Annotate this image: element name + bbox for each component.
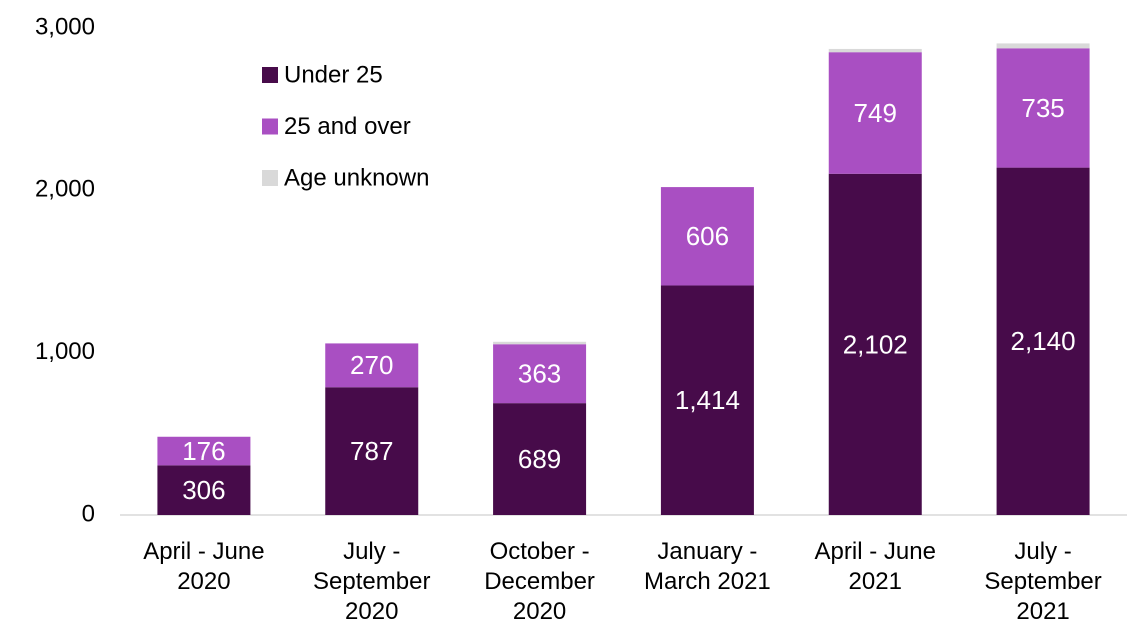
- bar-segment: [157, 436, 251, 466]
- data-label: 749: [854, 98, 897, 128]
- x-tick-label-box: October - December 2020: [484, 538, 595, 625]
- x-tick-label: October - December 2020: [484, 538, 595, 625]
- data-label: 270: [350, 350, 393, 380]
- x-tick-label: April - June 2021: [814, 538, 936, 595]
- bar-segment: [493, 403, 587, 515]
- data-label: 787: [350, 436, 393, 466]
- legend-label: 25 and over: [284, 113, 411, 140]
- x-tick-label: July - September 2021: [984, 538, 1102, 625]
- x-tick-label-box: April - June 2021: [814, 538, 936, 595]
- bar-segment: [996, 167, 1090, 515]
- data-label: 689: [518, 444, 561, 474]
- bar-segment: [828, 48, 922, 53]
- x-tick-label-box: July - September 2021: [984, 538, 1102, 625]
- data-label: 306: [182, 475, 225, 505]
- x-tick-label: April - June 2020: [143, 538, 265, 595]
- legend-label: Age unknown: [284, 164, 429, 191]
- x-tick-label-box: July - September 2020: [313, 538, 431, 625]
- data-label: 2,102: [843, 329, 908, 359]
- data-label: 176: [182, 436, 225, 466]
- x-tick-label: January - March 2021: [644, 538, 771, 595]
- x-tick-label: July - September 2020: [313, 538, 431, 625]
- data-label: 363: [518, 359, 561, 389]
- data-label: 606: [686, 221, 729, 251]
- bar-segment: [660, 285, 754, 515]
- bar-segment: [660, 187, 754, 286]
- y-tick-label: 2,000: [35, 176, 95, 203]
- bar-segment: [493, 341, 587, 345]
- bar-segment: [157, 465, 251, 515]
- data-label: 735: [1021, 93, 1064, 123]
- y-tick-label: 3,000: [35, 13, 95, 40]
- legend-swatch: [262, 118, 278, 135]
- bar-segment: [325, 343, 419, 388]
- bar-segment: [828, 52, 922, 174]
- data-label: 2,140: [1011, 326, 1076, 356]
- legend-swatch: [262, 170, 278, 186]
- legend-label: Under 25: [284, 61, 383, 88]
- y-tick-label: 0: [82, 500, 95, 527]
- bar-segment: [996, 48, 1090, 168]
- y-tick-label: 1,000: [35, 338, 95, 365]
- bar-segment: [325, 387, 419, 515]
- data-label: 1,414: [675, 385, 740, 415]
- legend-swatch: [262, 67, 278, 83]
- bar-segment: [828, 173, 922, 515]
- bar-segment: [493, 344, 587, 404]
- bar-segment: [996, 43, 1090, 49]
- x-tick-label-box: April - June 2020: [143, 538, 265, 595]
- x-tick-label-box: January - March 2021: [644, 538, 771, 595]
